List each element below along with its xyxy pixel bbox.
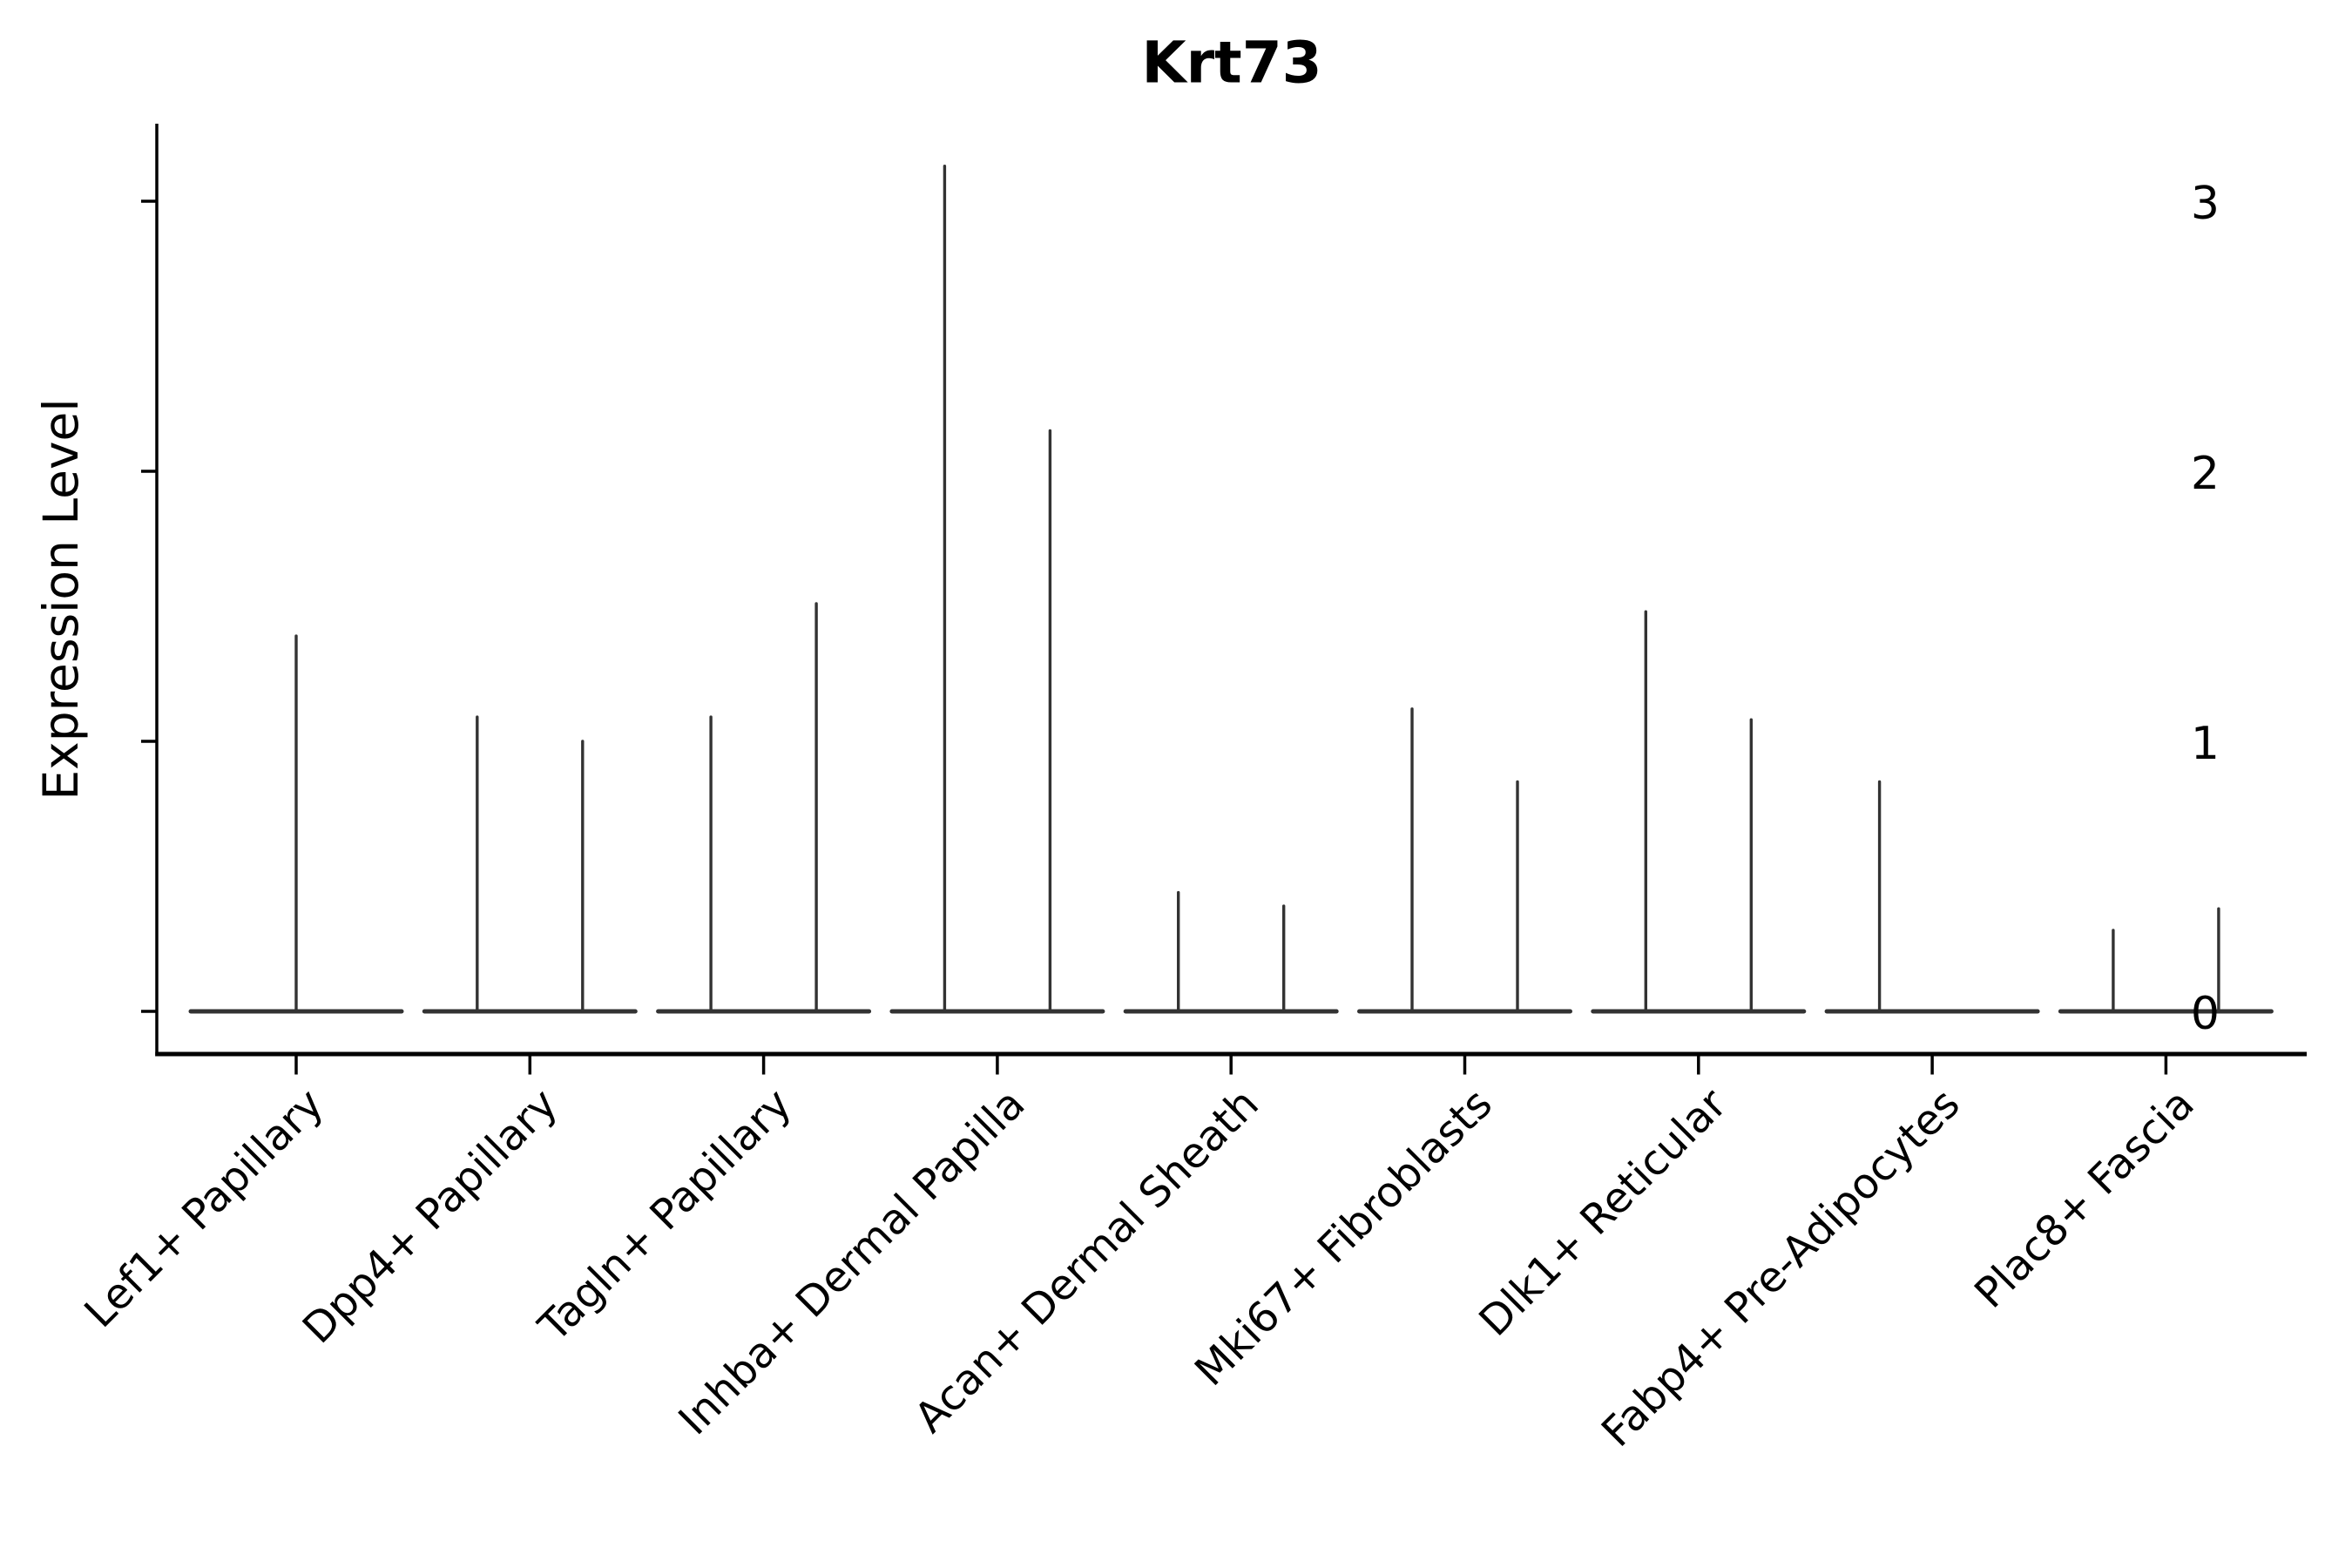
chart-title: Krt73 xyxy=(1141,29,1322,97)
y-tick-label: 0 xyxy=(2190,988,2220,1040)
y-tick-label: 2 xyxy=(2190,448,2220,500)
y-tick-label: 3 xyxy=(2190,178,2220,230)
y-tick-label: 1 xyxy=(2190,718,2220,770)
